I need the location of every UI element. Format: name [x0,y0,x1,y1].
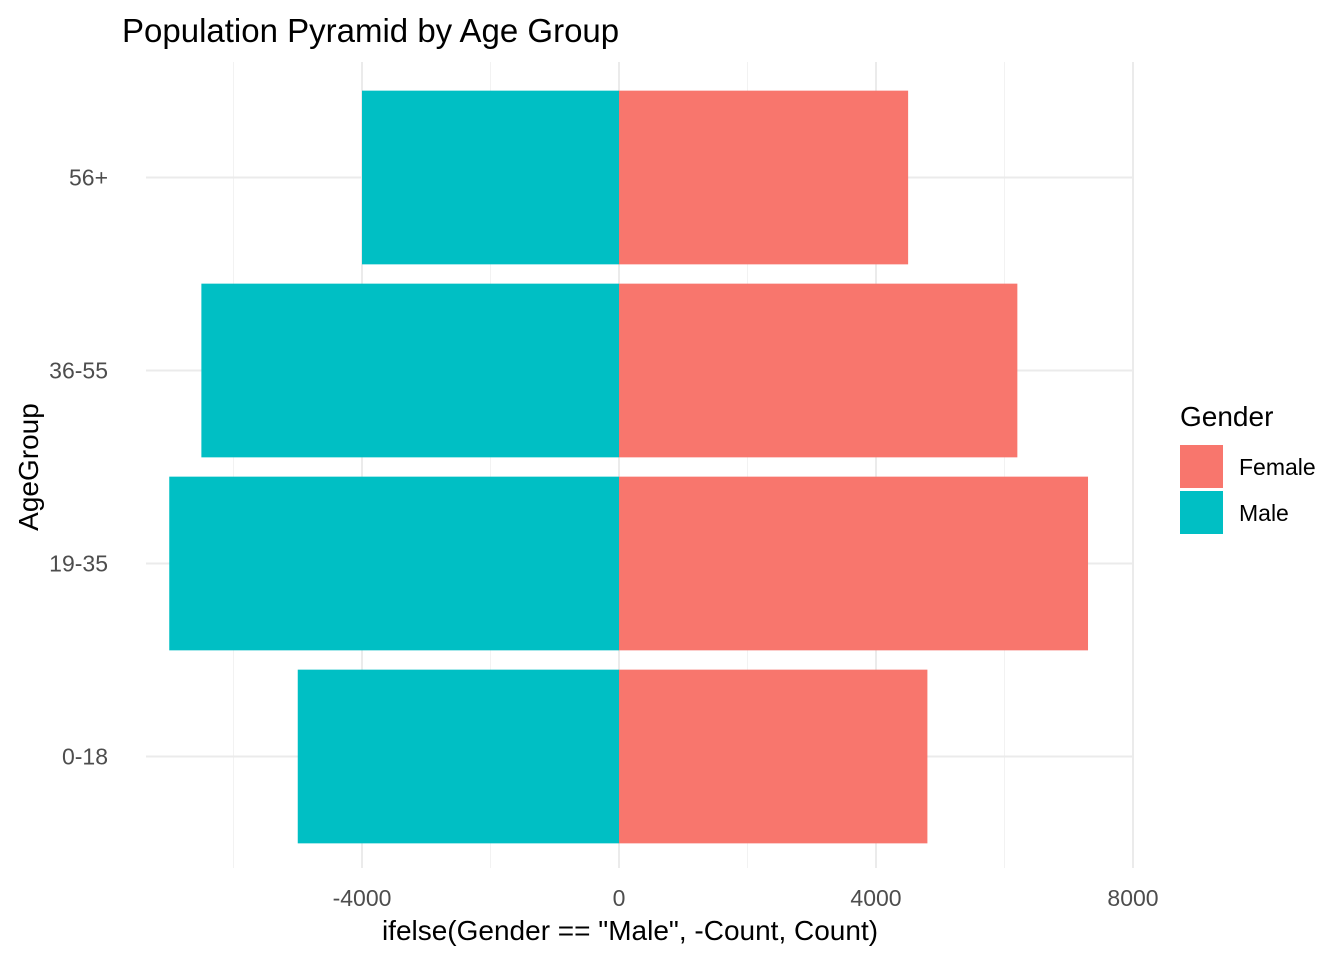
bar-female-56+ [619,90,909,265]
x-tick-label: 0 [613,885,626,911]
chart-title: Population Pyramid by Age Group [122,12,619,49]
x-tick-label: 8000 [1107,885,1158,911]
y-tick-label: 36-55 [49,358,108,384]
x-axis-ticks: -4000 0 4000 8000 [333,885,1159,911]
legend-title: Gender [1180,401,1273,432]
y-tick-label: 19-35 [49,551,108,577]
bar-female-19-35 [619,476,1089,651]
y-tick-label: 56+ [69,165,108,191]
bar-male-36-55 [201,283,619,458]
bars [169,90,1089,844]
bar-male-19-35 [169,476,619,651]
x-tick-label: 4000 [850,885,901,911]
bar-male-0-18 [297,669,619,844]
legend-label-male: Male [1239,500,1289,526]
bar-female-0-18 [619,669,928,844]
y-tick-label: 0-18 [62,744,108,770]
legend: Gender Female Male [1180,401,1316,534]
legend-label-female: Female [1239,454,1316,480]
x-tick-label: -4000 [333,885,392,911]
bar-male-56+ [362,90,619,265]
legend-key-female [1180,445,1223,488]
y-axis-ticks: 0-18 19-35 36-55 56+ [49,165,108,770]
bar-female-36-55 [619,283,1018,458]
y-axis-title: AgeGroup [13,403,44,531]
x-axis-title: ifelse(Gender == "Male", -Count, Count) [382,915,878,946]
legend-key-male [1180,491,1223,534]
